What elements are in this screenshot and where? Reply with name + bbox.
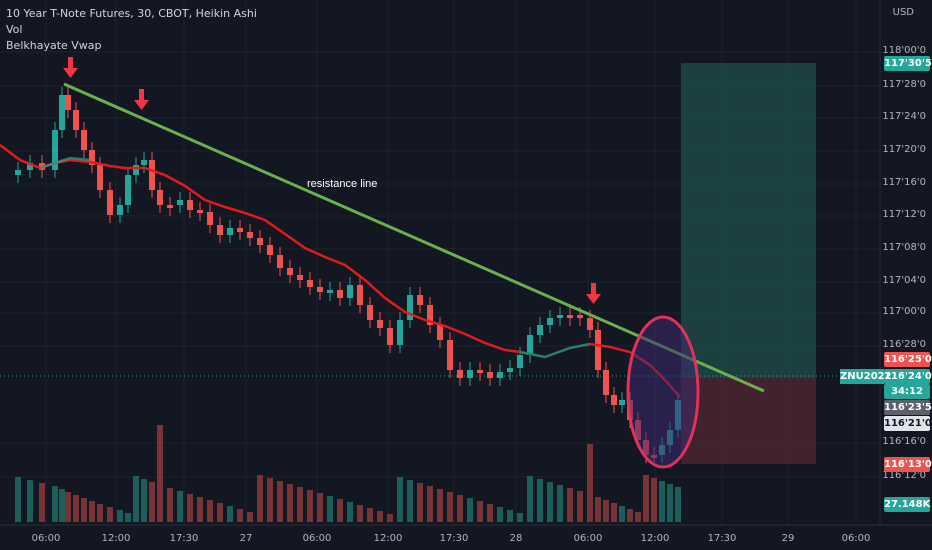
- y-tick: 117'08'0: [882, 242, 926, 253]
- stop-price-label: 116'13'0: [884, 457, 932, 472]
- y-tick: 117'28'0: [882, 79, 926, 90]
- stop-zone[interactable]: [681, 378, 816, 464]
- x-tick: 12:00: [101, 533, 131, 544]
- arrow-1-icon[interactable]: [63, 57, 78, 78]
- x-tick: 28: [509, 533, 523, 544]
- y-tick: 118'00'0: [882, 45, 926, 56]
- y-tick: 117'16'0: [882, 177, 926, 188]
- indicator-vwap[interactable]: Belkhayate Vwap: [6, 39, 102, 52]
- x-tick: 17:30: [707, 533, 737, 544]
- level-price-label: 116'21'0: [884, 416, 932, 431]
- x-tick: 06:00: [302, 533, 332, 544]
- currency-label[interactable]: USD: [892, 7, 914, 18]
- y-tick: 117'20'0: [882, 144, 926, 155]
- volume-bars: [15, 425, 681, 522]
- candles: [15, 87, 681, 466]
- x-tick: 12:00: [640, 533, 670, 544]
- vwap-line-segment-2: [519, 342, 591, 359]
- x-tick: 06:00: [573, 533, 603, 544]
- target-zone[interactable]: [681, 63, 816, 378]
- vwap-line-segment: [39, 156, 91, 170]
- x-tick: 17:30: [169, 533, 199, 544]
- y-tick: 116'16'0: [882, 436, 926, 447]
- x-tick: 17:30: [439, 533, 469, 544]
- countdown-label: 34:12: [884, 384, 930, 399]
- y-tick: 116'12'0: [882, 470, 926, 481]
- x-tick: 06:00: [31, 533, 61, 544]
- resistance-annotation[interactable]: resistance line: [307, 178, 378, 190]
- arrow-3-icon[interactable]: [586, 283, 601, 304]
- x-tick: 29: [781, 533, 795, 544]
- x-tick: 12:00: [373, 533, 403, 544]
- target-price-label: 117'30'5: [884, 56, 932, 71]
- highlight-ellipse[interactable]: [626, 315, 700, 469]
- current-price-label: 116'24'0: [884, 369, 932, 384]
- arrow-2-icon[interactable]: [134, 89, 149, 110]
- y-tick: 117'04'0: [882, 275, 926, 286]
- y-tick: 116'28'0: [882, 339, 926, 350]
- chart-legend: 10 Year T-Note Futures, 30, CBOT, Heikin…: [6, 6, 257, 54]
- y-tick: 117'00'0: [882, 306, 926, 317]
- symbol-title[interactable]: 10 Year T-Note Futures, 30, CBOT, Heikin…: [6, 7, 257, 20]
- y-tick: 117'24'0: [882, 111, 926, 122]
- y-tick: 117'12'0: [882, 209, 926, 220]
- stop-high-price-label: 116'25'0: [884, 352, 932, 367]
- vwap-price-label: 116'23'5: [884, 400, 932, 415]
- ticker-tag[interactable]: ZNU2022: [840, 369, 892, 384]
- volume-label: 27.148K: [884, 497, 931, 512]
- indicator-vol[interactable]: Vol: [6, 23, 23, 36]
- x-tick: 06:00: [841, 533, 871, 544]
- x-tick: 27: [239, 533, 253, 544]
- vwap-line: [0, 144, 521, 354]
